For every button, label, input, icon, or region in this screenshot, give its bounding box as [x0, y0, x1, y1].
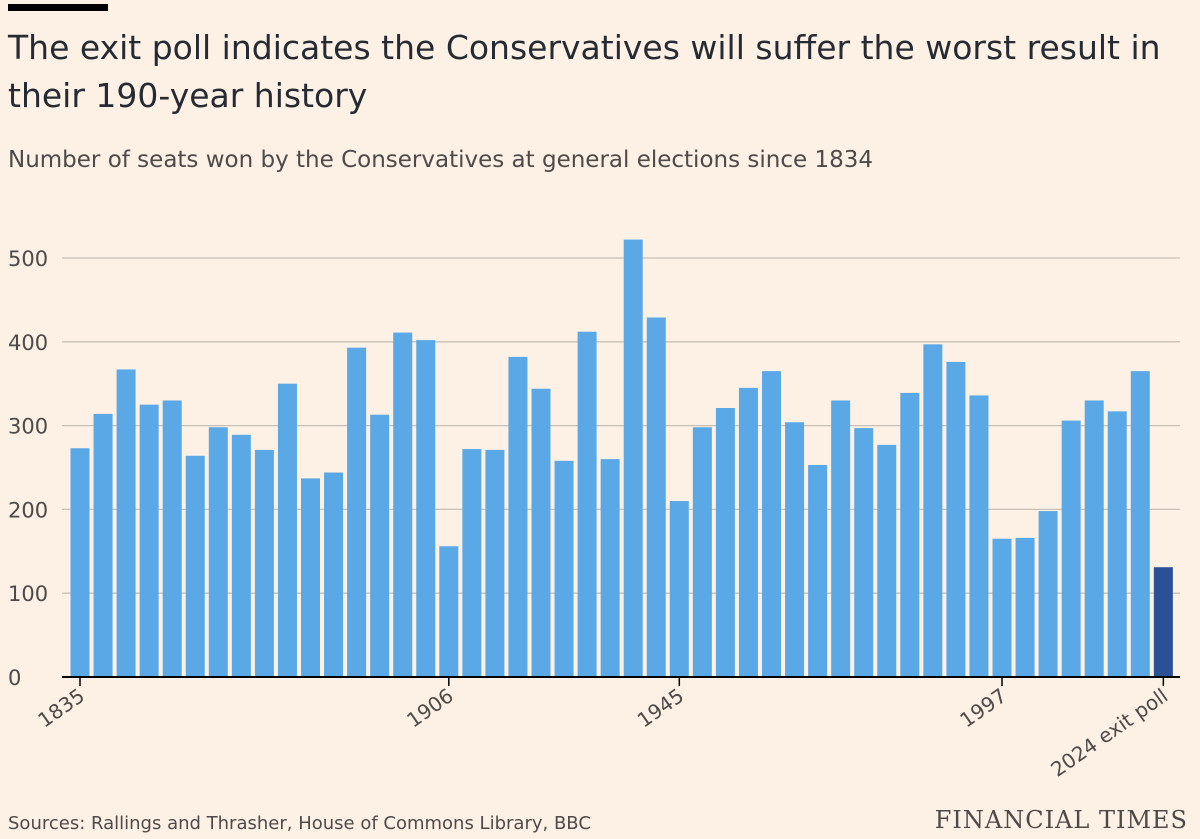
y-tick-label: 200 [8, 498, 48, 522]
bar [531, 388, 551, 677]
bar [231, 434, 251, 677]
y-tick-label: 300 [8, 415, 48, 439]
bar [1107, 411, 1127, 677]
bar [577, 331, 597, 677]
bar [185, 455, 205, 677]
chart-title: The exit poll indicates the Conservative… [8, 28, 1161, 115]
bar [1015, 537, 1035, 677]
bar [70, 448, 90, 677]
y-tick-label: 0 [8, 666, 21, 690]
bar [116, 369, 136, 677]
bar [646, 317, 666, 677]
y-tick-label: 400 [8, 331, 48, 355]
bar [277, 383, 297, 677]
bar [93, 413, 113, 677]
bar [393, 332, 413, 677]
bar [623, 239, 643, 677]
bar [992, 538, 1012, 677]
bar [324, 472, 344, 677]
chart-subtitle: Number of seats won by the Conservatives… [8, 147, 873, 173]
bar [162, 400, 182, 677]
bar [1061, 420, 1081, 677]
brand-wordmark: FINANCIAL TIMES [934, 806, 1188, 834]
bar [1084, 400, 1104, 677]
bar [738, 387, 758, 677]
x-tick-label: 1906 [402, 683, 457, 732]
bar [762, 371, 781, 677]
bar [600, 459, 620, 677]
bar [301, 478, 320, 677]
bar [715, 408, 735, 677]
bar [785, 422, 805, 677]
bar [969, 395, 989, 677]
bar [462, 449, 482, 677]
bar-chart: 0 100 200 300 400 500 1835 1906 1945 1997 2024 exi… [8, 239, 1180, 782]
y-tick-label: 100 [8, 582, 48, 606]
bar [923, 344, 943, 677]
bar [692, 427, 712, 677]
bar [831, 400, 851, 677]
bar [900, 392, 920, 677]
y-tick-label: 500 [8, 247, 48, 271]
bar-highlight [1153, 567, 1173, 677]
x-tick-label: 1945 [633, 683, 688, 732]
top-rule [8, 4, 108, 11]
bar [877, 444, 897, 677]
bar [669, 501, 689, 677]
source-note: Sources: Rallings and Thrasher, House of… [8, 813, 591, 834]
bar [208, 427, 228, 677]
x-tick-label: 1997 [955, 683, 1010, 732]
bar [139, 404, 159, 677]
bar [254, 449, 274, 677]
x-tick-label: 1835 [33, 683, 88, 732]
bar [347, 347, 367, 677]
bar [439, 546, 459, 677]
bar [808, 464, 828, 677]
bar [485, 449, 505, 677]
bar [946, 361, 966, 677]
bar [508, 356, 528, 677]
bar [554, 460, 574, 677]
bar [1038, 511, 1058, 677]
bar [1130, 371, 1150, 677]
bar [416, 340, 436, 677]
bar [370, 414, 390, 677]
x-tick-label: 2024 exit poll [1046, 683, 1172, 781]
bar [854, 428, 874, 677]
